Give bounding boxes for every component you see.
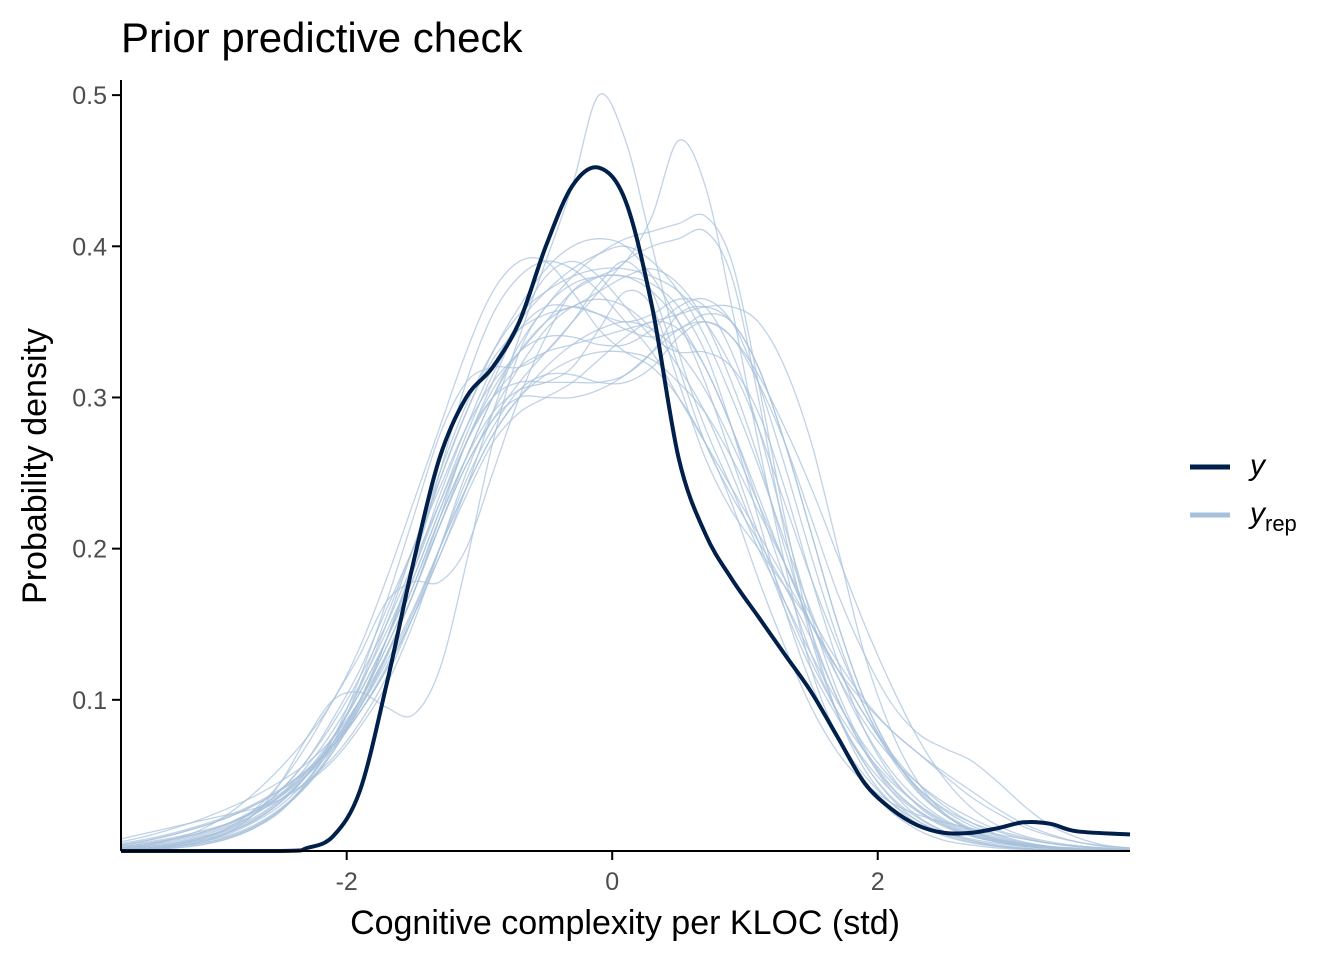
yrep-density-line-17 [120, 350, 1131, 850]
y-tick-label: 0.2 [72, 536, 107, 564]
yrep-density-line-11 [120, 260, 1131, 852]
yrep-density-line-14 [120, 213, 1131, 852]
legend-label-1: y [1248, 449, 1267, 482]
x-axis-ticks: -2 0 2 [336, 851, 885, 896]
legend-subscript: rep [1265, 511, 1297, 536]
observed-density-line-group [121, 165, 1131, 854]
y-axis-label: Probability density [16, 328, 54, 604]
yrep-density-line-21 [120, 297, 1131, 852]
yrep-density-line-15 [120, 321, 1131, 849]
yrep-density-line-8 [120, 304, 1131, 852]
legend-label-2: yrep [1248, 497, 1297, 536]
x-tick-label: -2 [336, 868, 358, 896]
yrep-density-line-26 [120, 297, 1131, 852]
yrep-density-line-20 [120, 320, 1131, 851]
yrep-density-line-16 [120, 268, 1131, 852]
x-tick-label: 0 [605, 868, 619, 896]
yrep-density-line-2 [120, 93, 1131, 852]
y-tick-label: 0.5 [72, 82, 107, 110]
replicated-density-lines [120, 93, 1131, 852]
y-axis-ticks: 0.1 0.2 0.3 0.4 0.5 [72, 82, 121, 715]
yrep-density-line-5 [120, 274, 1131, 852]
yrep-density-line-24 [120, 320, 1131, 849]
y-observed-density-line [121, 165, 1131, 854]
yrep-density-line-13 [120, 260, 1131, 852]
yrep-density-line-4 [120, 305, 1131, 851]
y-tick-label: 0.4 [72, 233, 107, 261]
x-axis-label: Cognitive complexity per KLOC (std) [350, 904, 900, 942]
yrep-density-line-19 [120, 289, 1131, 852]
x-tick-label: 2 [871, 868, 885, 896]
yrep-density-line-12 [120, 305, 1131, 851]
yrep-density-line-6 [120, 274, 1131, 852]
yrep-density-line-22 [120, 321, 1131, 851]
yrep-density-line-18 [120, 260, 1131, 852]
chart-title: Prior predictive check [121, 14, 523, 61]
yrep-density-line-25 [120, 245, 1131, 852]
yrep-density-line-7 [120, 257, 1131, 851]
legend: y yrep [1190, 449, 1297, 536]
y-tick-label: 0.1 [72, 687, 107, 715]
yrep-density-line-9 [120, 238, 1131, 852]
yrep-density-line-23 [120, 267, 1131, 852]
y-tick-label: 0.3 [72, 384, 107, 412]
